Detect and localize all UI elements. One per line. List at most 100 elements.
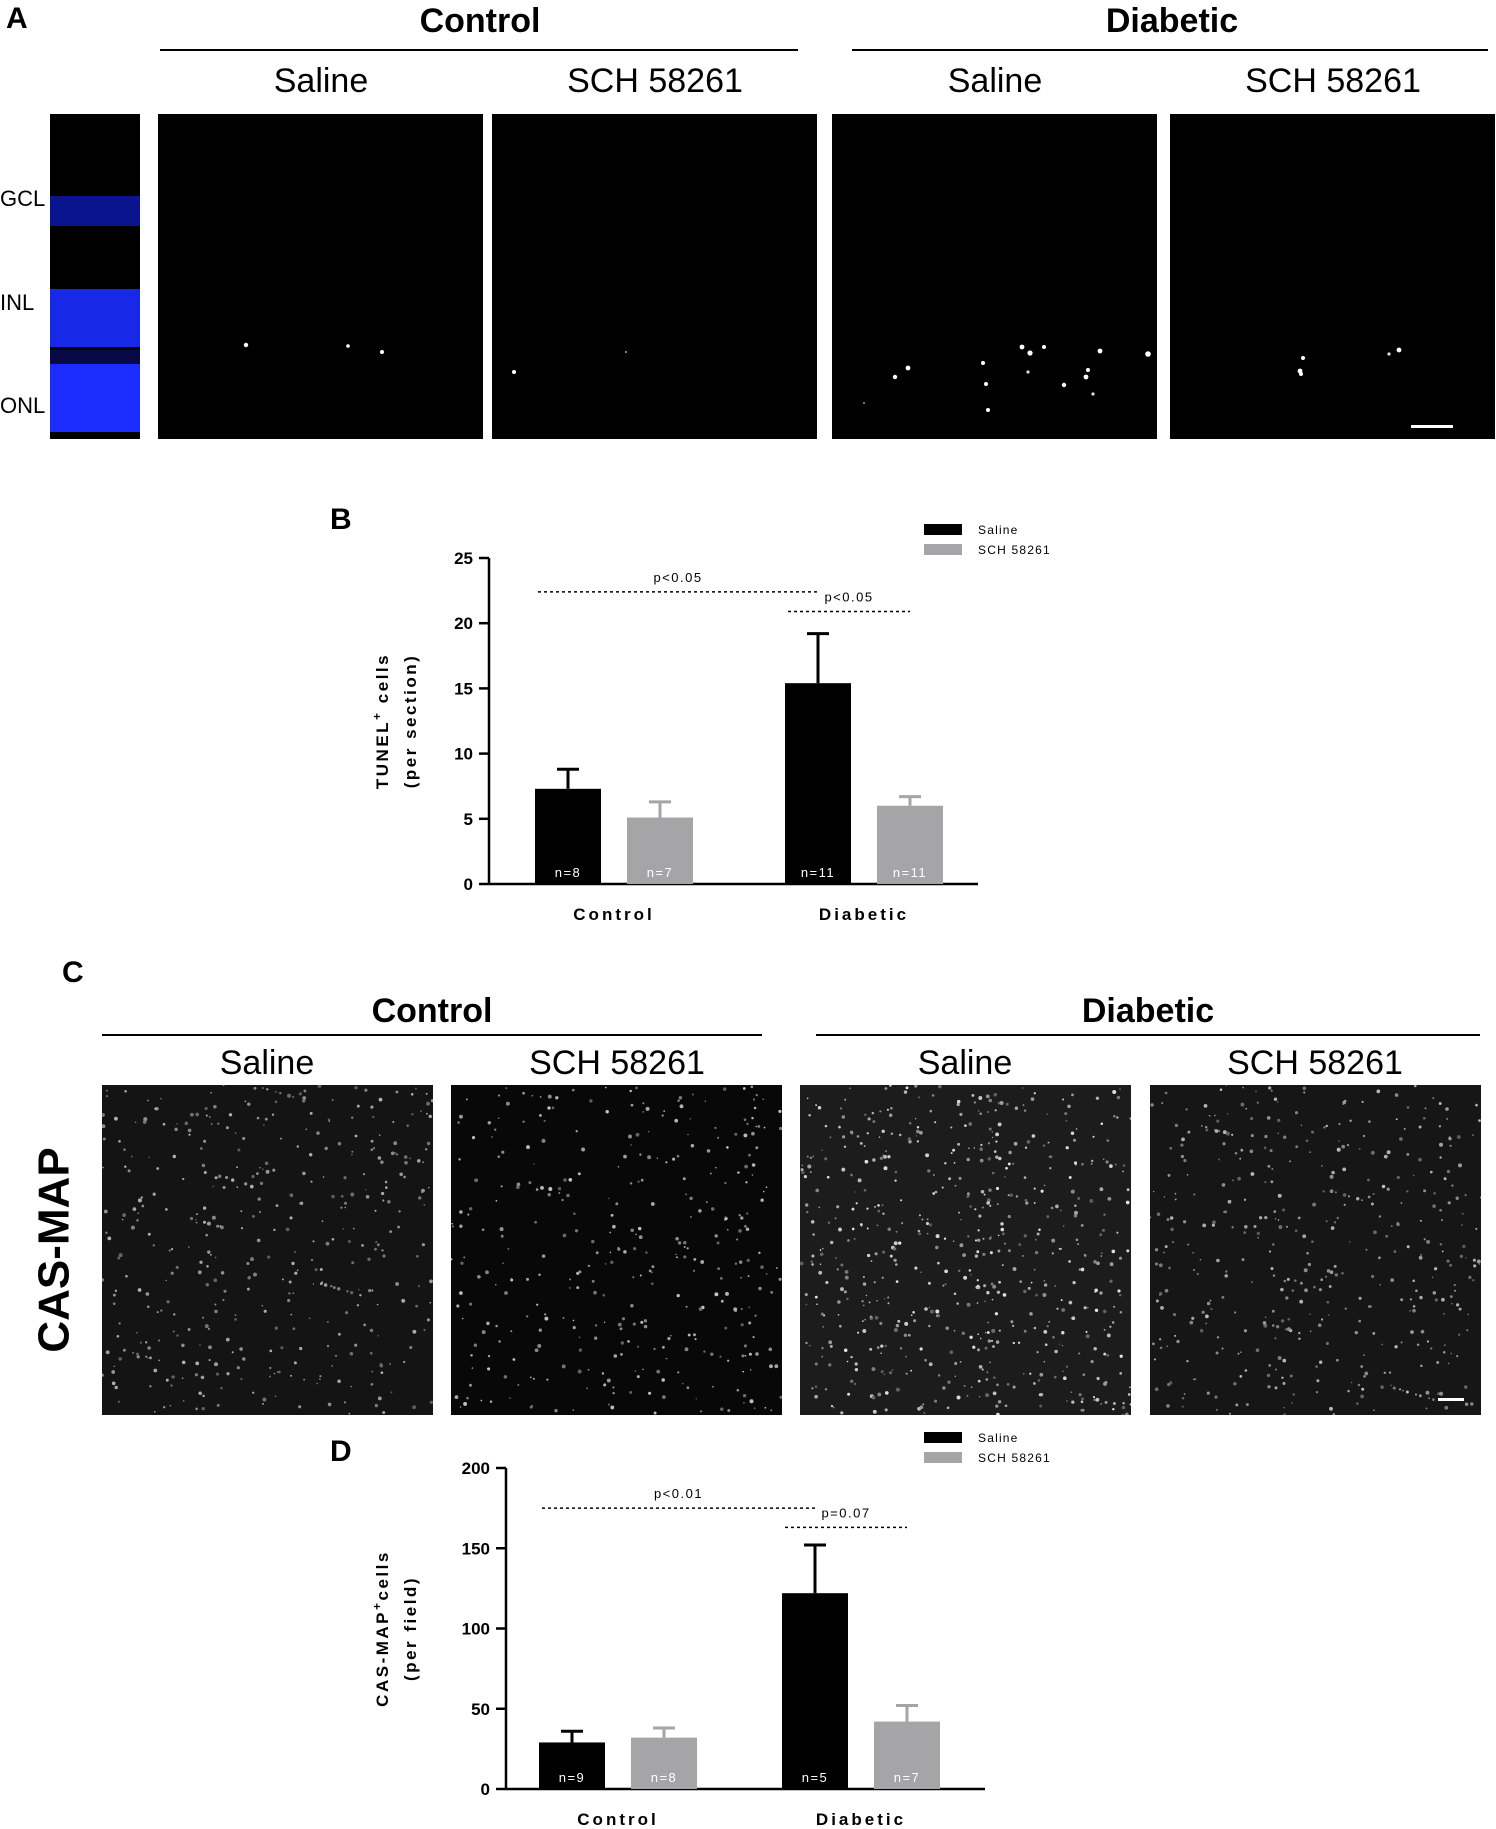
cell-speck [1013,1141,1018,1146]
cell-speck [1209,1299,1212,1302]
cell-speck [1068,1260,1071,1263]
cell-speck [231,1178,235,1182]
cell-speck [993,1092,998,1097]
cell-speck [612,1392,615,1395]
cell-speck [963,1275,968,1280]
cell-speck [214,1362,218,1367]
cell-speck [859,1223,863,1226]
cell-speck [869,1347,873,1351]
cell-speck [1461,1212,1464,1215]
cell-speck [835,1257,837,1259]
cell-speck [1365,1248,1368,1251]
cell-speck [901,1222,904,1225]
cell-speck [350,1116,354,1119]
cell-speck [1275,1324,1280,1329]
cell-speck [1478,1263,1481,1266]
cell-speck [207,1250,211,1254]
cell-speck [1061,1331,1065,1335]
cell-speck [841,1167,846,1172]
cell-speck [993,1150,997,1153]
cell-speck [217,1122,220,1125]
cell-speck [1432,1398,1435,1401]
cell-speck [263,1309,267,1313]
cell-speck [779,1126,782,1131]
cell-speck [137,1288,142,1292]
cell-speck [844,1098,847,1101]
cell-speck [1291,1289,1295,1292]
cell-speck [1039,1372,1044,1377]
cell-speck [1090,1360,1094,1364]
cell-speck [639,1274,642,1277]
cell-speck [269,1366,272,1370]
micrograph-background [1150,1085,1481,1415]
cell-speck [365,1195,370,1199]
cell-speck [1424,1107,1427,1110]
cell-speck [1070,1189,1075,1194]
cell-speck [762,1190,765,1193]
cell-speck [727,1229,729,1231]
cell-speck [1281,1376,1284,1380]
chart-b-panel-letter: B [330,503,352,536]
cell-speck [819,1249,822,1251]
cell-speck [948,1177,952,1181]
cell-speck [457,1121,460,1124]
cell-speck [1386,1150,1391,1155]
cell-speck [194,1373,198,1377]
cell-speck [857,1178,862,1183]
cell-speck [719,1355,722,1358]
cell-speck [733,1307,738,1312]
cell-speck [377,1156,382,1160]
cell-speck [415,1304,418,1308]
micrograph-background [102,1085,433,1415]
cell-speck [1287,1327,1291,1332]
cell-speck [647,1155,652,1160]
cell-speck [944,1269,948,1274]
cell-speck [890,1132,894,1136]
cell-speck [1325,1220,1328,1223]
cell-speck [1318,1288,1322,1292]
cell-speck [288,1292,291,1295]
scale-bar [1411,425,1453,428]
cell-speck [998,1329,1001,1332]
cell-speck [1331,1170,1335,1175]
cell-speck [942,1386,946,1390]
cell-speck [609,1231,612,1234]
cell-speck [566,1193,570,1198]
cell-speck [1383,1371,1387,1375]
cell-speck [219,1225,222,1227]
cell-speck [529,1405,533,1409]
cell-speck [877,1392,882,1397]
cell-speck [1075,1238,1079,1242]
cell-speck [1103,1381,1107,1386]
cell-speck [1186,1359,1189,1363]
cell-speck [964,1124,967,1127]
cell-speck [1054,1349,1058,1354]
cell-speck [753,1407,756,1409]
panel-a-cond-1: Saline [273,62,369,100]
cell-speck [617,1165,620,1168]
cell-speck [953,1329,956,1332]
cell-speck [1004,1404,1008,1408]
cell-speck [1215,1351,1219,1355]
cell-speck [689,1196,693,1201]
cell-speck [225,1175,229,1180]
cell-speck [985,1094,990,1099]
cell-speck [576,1271,580,1275]
cell-speck [578,1336,581,1339]
cell-speck [981,1206,984,1209]
cell-speck [617,1322,622,1327]
cell-speck [1271,1324,1275,1327]
cell-speck [977,1333,980,1336]
cell-speck [1152,1190,1155,1193]
cell-speck [495,1324,498,1328]
cell-speck [1034,1250,1039,1255]
cell-speck [356,1104,360,1108]
cell-speck [953,1162,956,1164]
cell-speck [984,1331,987,1334]
cell-speck [240,1210,243,1213]
cell-speck [343,1176,347,1180]
cell-speck [1043,1280,1046,1282]
cell-speck [1274,1337,1277,1340]
cell-speck [642,1368,644,1371]
cell-speck [1448,1137,1452,1141]
